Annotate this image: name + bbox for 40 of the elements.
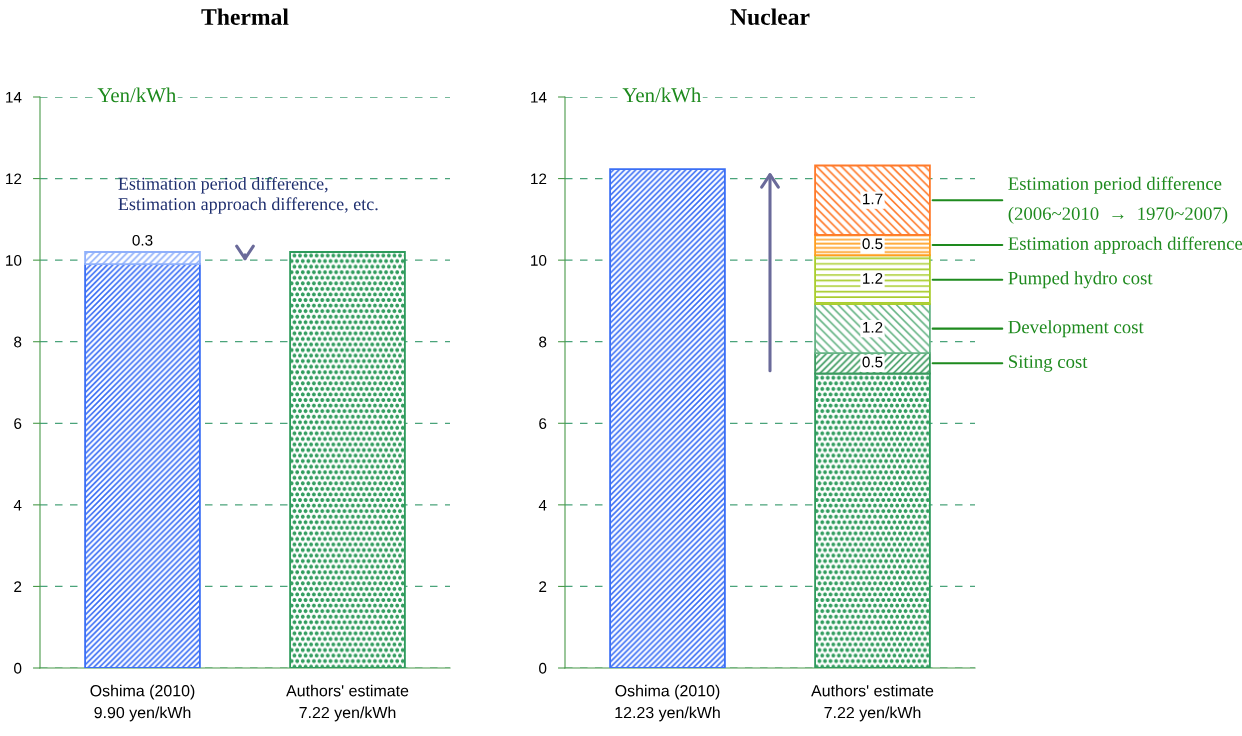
y-tick-label: 2: [539, 581, 547, 592]
y-tick-label: 6: [539, 418, 547, 429]
bar: [609, 168, 726, 668]
y-axis-title: Yen/kWh: [97, 87, 177, 103]
text: Pumped hydro cost: [1008, 271, 1153, 289]
x-tick-label: Oshima (2010) 9.90 yen/kWh: [90, 684, 195, 722]
y-tick-label: 0: [14, 662, 22, 674]
y-axis-title: Yen/kWh: [622, 87, 702, 103]
text: Estimation approach difference: [1008, 236, 1242, 254]
y-tick-label: 12: [6, 173, 22, 185]
chart-title: Thermal: [201, 8, 289, 26]
y-tick-label: 8: [14, 336, 22, 348]
y-tick-label: 0: [539, 662, 547, 674]
y-tick-label: 10: [531, 255, 547, 266]
bar: [814, 254, 931, 306]
y-tick-label: 4: [538, 499, 547, 511]
x-tick-label: Authors' estimate 7.22 yen/kWh: [286, 684, 409, 722]
y-tick-label: 12: [531, 173, 547, 185]
x-tick-label: Oshima (2010) 12.23 yen/kWh: [615, 684, 720, 722]
data-label: 0.5: [862, 238, 883, 250]
bar: [814, 164, 931, 236]
data-label: 1.2: [863, 321, 883, 333]
chart-title: Nuclear: [730, 8, 810, 26]
x-tick-label: Authors' estimate 7.22 yen/kWh: [811, 684, 934, 722]
y-tick-label: 14: [6, 92, 22, 103]
text: Siting cost: [1009, 355, 1088, 372]
bar: [814, 303, 931, 355]
y-tick-label: 2: [14, 581, 22, 592]
data-label: 0.5: [862, 356, 883, 368]
text: Development cost: [1008, 320, 1144, 338]
data-label: 0.3: [132, 234, 153, 246]
y-tick-label: 4: [13, 499, 22, 511]
annotation: Estimation period difference, Estimation approach difference, etc.: [118, 176, 378, 214]
data-label: 1.7: [863, 193, 883, 205]
y-tick-label: 6: [14, 418, 22, 429]
data-label: 1.2: [863, 273, 883, 284]
text: Estimation period difference (2006~2010 → 1970~2007): [1008, 176, 1228, 224]
y-tick-label: 8: [539, 336, 547, 348]
y-tick-label: 10: [6, 255, 22, 266]
y-tick-label: 14: [531, 92, 547, 103]
